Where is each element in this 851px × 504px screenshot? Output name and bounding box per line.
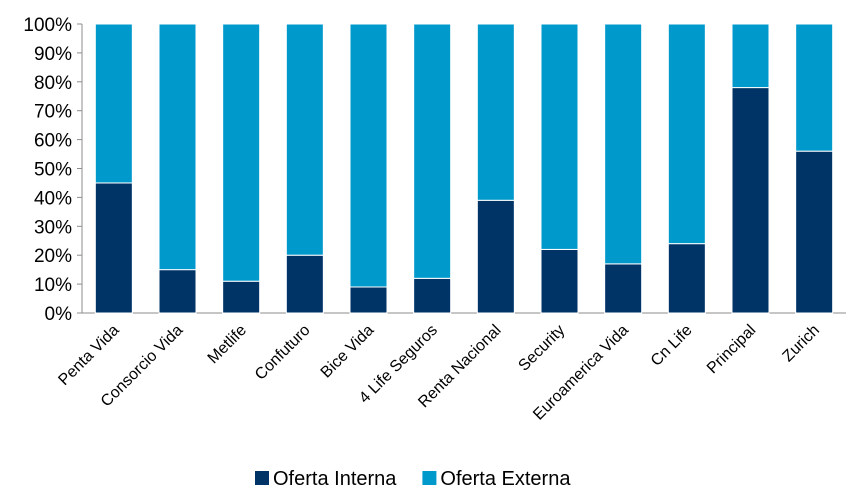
x-tick-label: Bice Vida [318,322,378,382]
bar-oferta-interna [285,254,324,314]
y-tick-label: 90% [34,44,72,65]
y-tick-label: 60% [34,131,72,152]
bars-group [94,23,834,314]
legend-swatch-oferta-interna [255,471,269,485]
bar-oferta-externa [731,23,770,89]
bar-oferta-externa [94,23,133,184]
legend-label: Oferta Externa [440,468,571,490]
bar-oferta-externa [540,23,579,250]
x-tick-label: Security [515,322,568,375]
y-tick-label: 100% [23,15,72,36]
bar-oferta-interna [731,87,770,314]
bar-oferta-interna [667,243,706,314]
bar-oferta-interna [540,248,579,314]
bar-oferta-interna [476,199,515,314]
y-tick-label: 70% [34,102,72,123]
bar-oferta-interna [795,150,834,314]
y-tick-label: 0% [45,304,73,325]
x-tick-label: Metlife [205,322,250,367]
bar-oferta-interna [413,277,452,314]
bar-oferta-externa [158,23,197,271]
x-tick-label: Confuturo [252,322,314,384]
bar-oferta-interna [158,269,197,314]
legend: Oferta Interna Oferta Externa [255,468,571,490]
bar-oferta-externa [667,23,706,245]
y-tick-label: 80% [34,73,72,94]
y-tick-label: 10% [34,275,72,296]
bar-oferta-externa [476,23,515,201]
bar-oferta-externa [349,23,388,288]
y-axis: 0% 10% 20% 30% 40% 50% 60% 70% 80% 90% 100% [23,15,846,325]
bar-oferta-externa [413,23,452,279]
bar-oferta-externa [604,23,643,265]
bar-oferta-interna [604,263,643,314]
bar-oferta-interna [222,280,261,314]
bar-oferta-externa [222,23,261,282]
bar-oferta-interna [349,286,388,314]
y-tick-label: 50% [34,160,72,181]
x-tick-label: Zurich [780,322,823,365]
bar-oferta-interna [94,182,133,314]
y-tick-label: 30% [34,217,72,238]
legend-label: Oferta Interna [273,468,397,490]
y-tick-label: 40% [34,188,72,209]
x-tick-label: Penta Vida [55,322,122,389]
y-tick-label: 20% [34,246,72,267]
bar-oferta-externa [285,23,324,256]
bar-oferta-externa [795,23,834,152]
x-tick-label: Cn Life [648,322,696,370]
x-tick-label: Principal [704,322,759,377]
legend-swatch-oferta-externa [422,471,437,485]
